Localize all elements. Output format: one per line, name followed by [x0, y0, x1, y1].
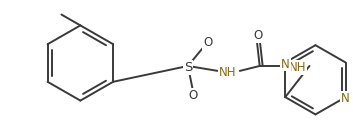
Text: NH: NH — [289, 61, 306, 74]
Text: N: N — [281, 57, 289, 71]
Text: S: S — [184, 61, 192, 74]
Text: N: N — [341, 92, 350, 105]
Text: O: O — [253, 29, 262, 42]
Text: O: O — [203, 36, 213, 49]
Text: NH: NH — [219, 66, 237, 79]
Text: O: O — [188, 89, 198, 102]
